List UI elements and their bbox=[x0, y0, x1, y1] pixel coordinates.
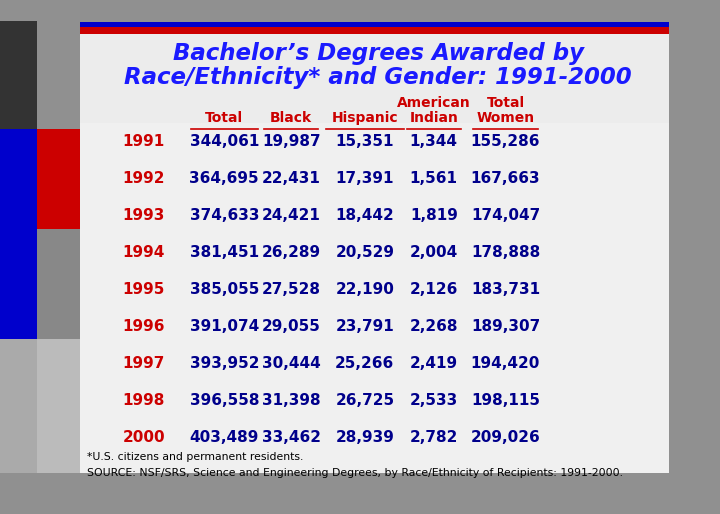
Text: SOURCE: NSF/SRS, Science and Engineering Degrees, by Race/Ethnicity of Recipient: SOURCE: NSF/SRS, Science and Engineering… bbox=[87, 468, 623, 478]
Text: Hispanic: Hispanic bbox=[331, 111, 398, 125]
Text: 17,391: 17,391 bbox=[336, 171, 394, 186]
Text: 2,419: 2,419 bbox=[410, 356, 458, 371]
Text: 2,004: 2,004 bbox=[410, 245, 458, 260]
Text: 174,047: 174,047 bbox=[471, 208, 540, 223]
Text: 1,819: 1,819 bbox=[410, 208, 458, 223]
Text: 403,489: 403,489 bbox=[189, 430, 259, 445]
Text: 2,268: 2,268 bbox=[410, 319, 458, 334]
FancyBboxPatch shape bbox=[37, 339, 81, 473]
FancyBboxPatch shape bbox=[0, 339, 37, 473]
Text: 30,444: 30,444 bbox=[262, 356, 320, 371]
Text: 1996: 1996 bbox=[122, 319, 165, 334]
FancyBboxPatch shape bbox=[37, 128, 81, 229]
Text: 2,533: 2,533 bbox=[410, 393, 458, 408]
Text: Women: Women bbox=[477, 111, 534, 125]
Text: 1993: 1993 bbox=[122, 208, 165, 223]
FancyBboxPatch shape bbox=[81, 27, 670, 34]
Text: 27,528: 27,528 bbox=[261, 282, 320, 297]
Text: 1995: 1995 bbox=[122, 282, 165, 297]
Text: 18,442: 18,442 bbox=[336, 208, 395, 223]
Text: 2,126: 2,126 bbox=[410, 282, 458, 297]
Text: *U.S. citizens and permanent residents.: *U.S. citizens and permanent residents. bbox=[87, 452, 303, 463]
Text: 155,286: 155,286 bbox=[471, 134, 540, 149]
Text: 1998: 1998 bbox=[122, 393, 165, 408]
Text: 1994: 1994 bbox=[122, 245, 165, 260]
Text: 374,633: 374,633 bbox=[189, 208, 259, 223]
Text: 209,026: 209,026 bbox=[471, 430, 540, 445]
Text: 167,663: 167,663 bbox=[471, 171, 540, 186]
Text: 23,791: 23,791 bbox=[336, 319, 395, 334]
Text: 22,190: 22,190 bbox=[336, 282, 395, 297]
Text: 344,061: 344,061 bbox=[189, 134, 259, 149]
Text: 22,431: 22,431 bbox=[262, 171, 320, 186]
Text: 183,731: 183,731 bbox=[471, 282, 540, 297]
Text: 1991: 1991 bbox=[123, 134, 165, 149]
Text: 29,055: 29,055 bbox=[262, 319, 320, 334]
Text: Total: Total bbox=[487, 96, 524, 110]
Text: 189,307: 189,307 bbox=[471, 319, 540, 334]
Text: Black: Black bbox=[270, 111, 312, 125]
FancyBboxPatch shape bbox=[37, 229, 81, 339]
Text: 364,695: 364,695 bbox=[189, 171, 259, 186]
Text: 20,529: 20,529 bbox=[336, 245, 395, 260]
FancyBboxPatch shape bbox=[81, 34, 670, 123]
Text: 24,421: 24,421 bbox=[262, 208, 320, 223]
Text: 19,987: 19,987 bbox=[262, 134, 320, 149]
Text: Race/Ethnicity* and Gender: 1991-2000: Race/Ethnicity* and Gender: 1991-2000 bbox=[125, 66, 632, 88]
FancyBboxPatch shape bbox=[0, 41, 37, 339]
Text: 381,451: 381,451 bbox=[189, 245, 258, 260]
Text: 31,398: 31,398 bbox=[262, 393, 320, 408]
Text: Total: Total bbox=[205, 111, 243, 125]
Text: 393,952: 393,952 bbox=[189, 356, 259, 371]
Text: 26,725: 26,725 bbox=[336, 393, 395, 408]
Text: 2,782: 2,782 bbox=[410, 430, 458, 445]
Text: 25,266: 25,266 bbox=[336, 356, 395, 371]
Text: 2000: 2000 bbox=[122, 430, 166, 445]
Text: 1997: 1997 bbox=[122, 356, 165, 371]
Text: 1,344: 1,344 bbox=[410, 134, 458, 149]
Text: 1992: 1992 bbox=[122, 171, 165, 186]
Text: American: American bbox=[397, 96, 471, 110]
Text: 178,888: 178,888 bbox=[471, 245, 540, 260]
FancyBboxPatch shape bbox=[81, 22, 670, 27]
Text: 33,462: 33,462 bbox=[261, 430, 320, 445]
Text: Indian: Indian bbox=[410, 111, 458, 125]
Text: 26,289: 26,289 bbox=[261, 245, 321, 260]
Text: 1,561: 1,561 bbox=[410, 171, 458, 186]
Text: 385,055: 385,055 bbox=[189, 282, 259, 297]
Text: 198,115: 198,115 bbox=[471, 393, 540, 408]
FancyBboxPatch shape bbox=[0, 21, 37, 128]
Text: 396,558: 396,558 bbox=[189, 393, 259, 408]
Text: 194,420: 194,420 bbox=[471, 356, 540, 371]
Text: 28,939: 28,939 bbox=[336, 430, 395, 445]
FancyBboxPatch shape bbox=[81, 26, 670, 473]
Text: Bachelor’s Degrees Awarded by: Bachelor’s Degrees Awarded by bbox=[173, 43, 584, 65]
Text: 391,074: 391,074 bbox=[189, 319, 259, 334]
Text: 15,351: 15,351 bbox=[336, 134, 394, 149]
